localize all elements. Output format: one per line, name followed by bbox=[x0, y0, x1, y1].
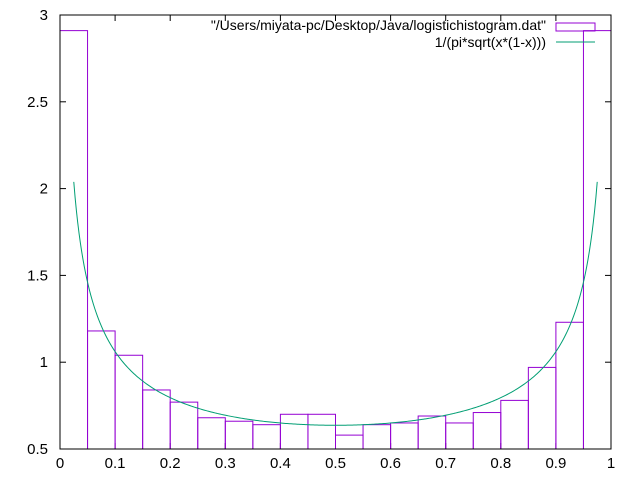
histogram-bar bbox=[500, 399, 529, 450]
x-tick-label: 0.4 bbox=[270, 455, 291, 472]
legend-label-function: 1/(pi*sqrt(x*(1-x))) bbox=[435, 34, 546, 50]
histogram-bar bbox=[527, 366, 557, 450]
x-tick-label: 1 bbox=[607, 455, 615, 472]
legend: "/Users/miyata-pc/Desktop/Java/logistich… bbox=[211, 17, 596, 50]
x-tick-label: 0.9 bbox=[545, 455, 566, 472]
histogram-bar bbox=[417, 415, 447, 450]
legend-swatch-histogram bbox=[555, 22, 596, 32]
histogram-bar bbox=[362, 424, 392, 450]
histogram-bar bbox=[252, 424, 281, 450]
histogram-bar bbox=[59, 30, 89, 450]
histogram-bar bbox=[87, 330, 116, 450]
histogram-bar bbox=[142, 389, 171, 450]
x-tick-label: 0.8 bbox=[490, 455, 511, 472]
histogram-bar bbox=[445, 422, 474, 450]
histogram-bar bbox=[169, 401, 199, 450]
histogram-bar bbox=[307, 413, 337, 450]
x-tick-label: 0.2 bbox=[160, 455, 181, 472]
legend-label-histogram: "/Users/miyata-pc/Desktop/Java/logistich… bbox=[211, 17, 546, 33]
y-tick-label: 0.5 bbox=[27, 441, 48, 458]
histogram-bar bbox=[224, 420, 254, 450]
plot-border bbox=[59, 14, 612, 450]
histogram-bar bbox=[555, 321, 584, 450]
histogram-bars bbox=[59, 30, 612, 450]
histogram-bar bbox=[279, 413, 309, 450]
density-curve bbox=[73, 181, 598, 426]
y-tick-label: 2 bbox=[40, 181, 48, 198]
histogram-bar bbox=[472, 412, 502, 450]
y-tick-label: 2.5 bbox=[27, 94, 48, 111]
x-tick-label: 0.7 bbox=[435, 455, 456, 472]
histogram-bar bbox=[335, 434, 364, 450]
histogram-bar bbox=[390, 422, 419, 450]
x-tick-label: 0.1 bbox=[105, 455, 126, 472]
y-tick-label: 3 bbox=[40, 7, 48, 24]
x-tick-label: 0.3 bbox=[215, 455, 236, 472]
y-axis-tick-labels: 0.5 1 1.5 2 2.5 3 bbox=[27, 7, 48, 458]
x-tick-label: 0 bbox=[56, 455, 64, 472]
x-tick-label: 0.6 bbox=[380, 455, 401, 472]
density-curve-group bbox=[73, 181, 598, 426]
x-tick-label: 0.5 bbox=[325, 455, 346, 472]
y-tick-label: 1 bbox=[40, 354, 48, 371]
x-axis-tick-labels: 0 0.1 0.2 0.3 0.4 0.5 0.6 0.7 0.8 0.9 1 bbox=[56, 455, 615, 472]
y-tick-label: 1.5 bbox=[27, 267, 48, 284]
histogram-bar bbox=[582, 30, 612, 450]
histogram-bar bbox=[197, 417, 226, 450]
